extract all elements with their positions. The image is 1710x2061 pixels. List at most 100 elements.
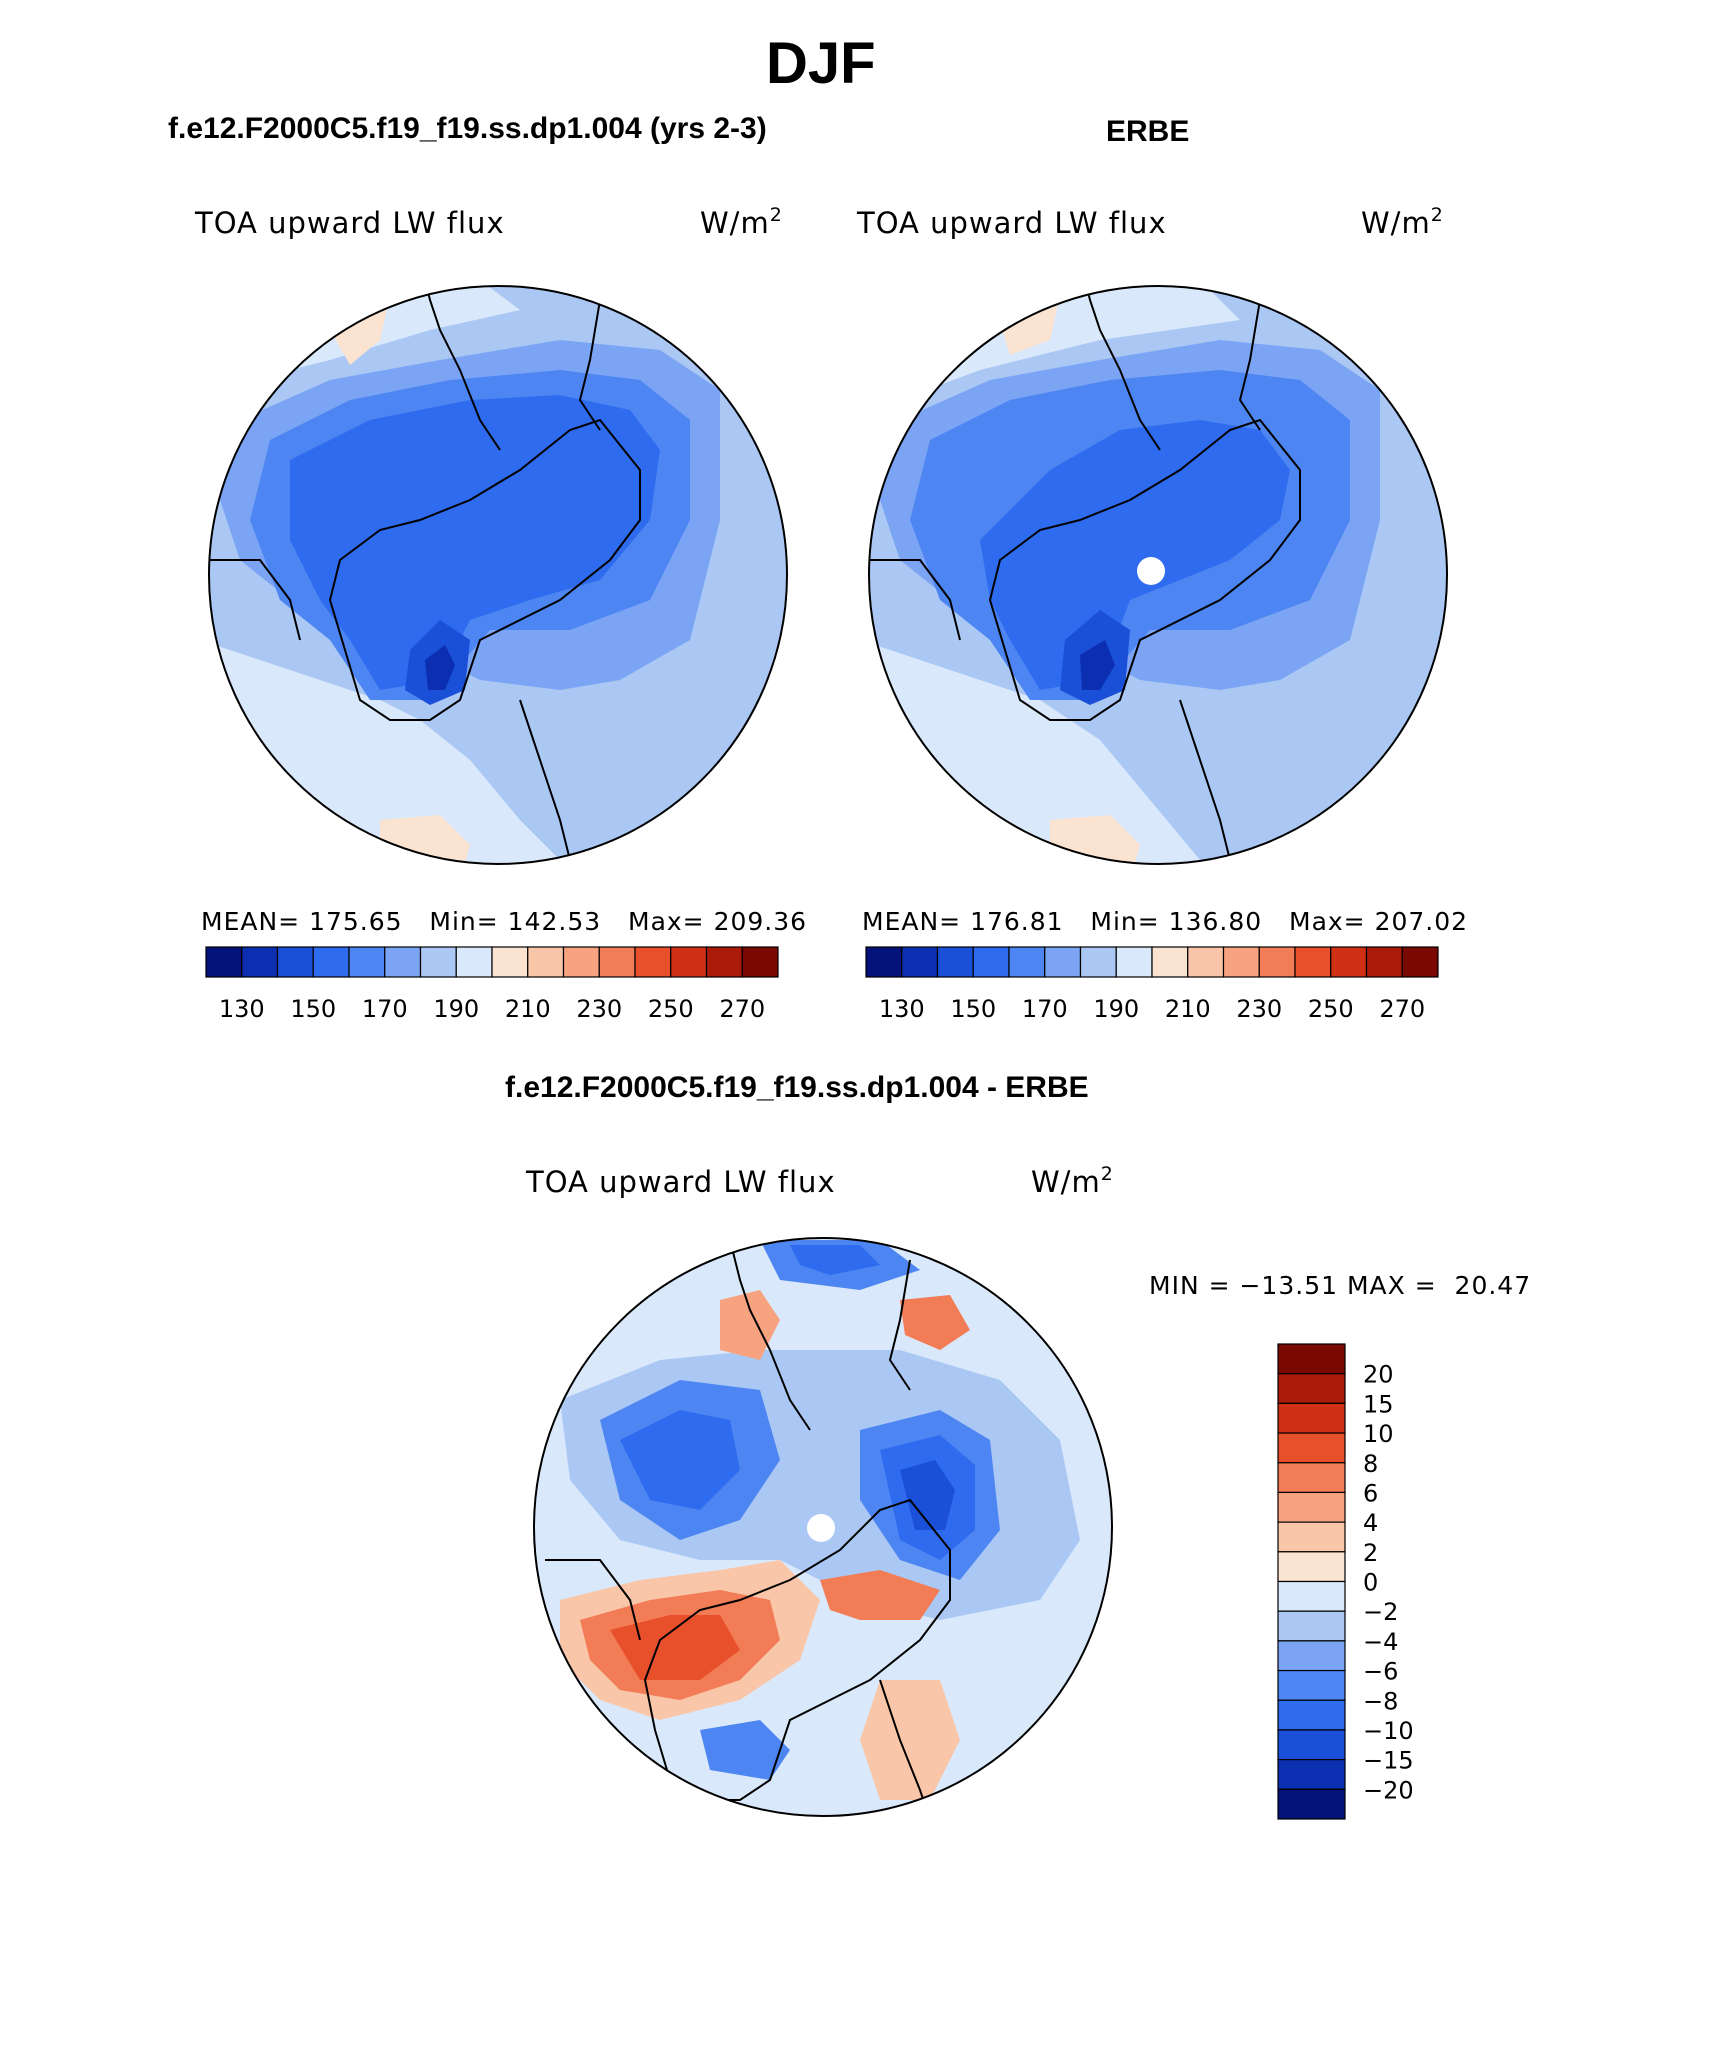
min-label: Min=: [429, 907, 499, 936]
units-text: W/m: [1031, 1165, 1101, 1199]
coastline: [545, 1559, 641, 1641]
colorbar-tick-label: 190: [433, 995, 479, 1023]
colorbar-swatch: [1277, 1432, 1346, 1464]
contour-region: [700, 1720, 790, 1780]
colorbar-swatch: [1365, 946, 1403, 978]
obs-stats: MEAN= 176.81 Min= 136.80 Max= 207.02: [862, 907, 1468, 936]
colorbar-tick-label: 150: [950, 995, 996, 1023]
colorbar-swatch: [1277, 1580, 1346, 1612]
contour-region: [900, 1460, 955, 1530]
mean-label: MEAN=: [201, 907, 301, 936]
colorbar-swatch: [241, 946, 279, 978]
obs-field-label: TOA upward LW flux: [857, 206, 1167, 240]
coastline: [988, 418, 1301, 721]
colorbar-swatch: [419, 946, 457, 978]
max-label: Max=: [628, 907, 705, 936]
obs-units-label: W/m2: [1361, 204, 1444, 240]
colorbar-tick-label: 270: [1379, 995, 1425, 1023]
mean-value: 175.65: [309, 907, 403, 936]
colorbar-tick-label: −6: [1363, 1658, 1398, 1686]
colorbar-swatch: [1277, 1462, 1346, 1494]
colorbar-swatch: [1277, 1343, 1346, 1375]
colorbar-tick-label: 210: [505, 995, 551, 1023]
colorbar-swatch: [1044, 946, 1082, 978]
colorbar-swatch: [455, 946, 493, 978]
colorbar-swatch: [901, 946, 939, 978]
units-text: W/m: [700, 206, 770, 240]
map-boundary: [533, 1237, 1113, 1817]
colorbar-swatch: [1277, 1373, 1346, 1404]
colorbar-swatch: [598, 946, 636, 978]
colorbar-tick-label: 4: [1363, 1509, 1378, 1537]
colorbar-swatch: [705, 946, 743, 978]
colorbar-tick-label: 8: [1363, 1450, 1378, 1478]
colorbar-tick-label: 170: [362, 995, 408, 1023]
model-units-label: W/m2: [700, 204, 783, 240]
colorbar-swatch: [491, 946, 529, 978]
left-plot-subtitle: f.e12.F2000C5.f19_f19.ss.dp1.004 (yrs 2-…: [168, 112, 767, 145]
colorbar-tick-label: −2: [1363, 1598, 1398, 1626]
colorbar-swatch: [384, 946, 422, 978]
colorbar-tick-label: 210: [1165, 995, 1211, 1023]
coastline: [210, 559, 301, 641]
page-title: DJF: [766, 31, 876, 96]
diff-map: [534, 1238, 1112, 1816]
coastline: [578, 299, 601, 431]
max-value: 207.02: [1374, 907, 1469, 936]
colorbar-swatch: [1277, 1402, 1346, 1434]
coastline: [729, 1239, 811, 1431]
contour-region: [610, 1615, 740, 1680]
model-stats: MEAN= 175.65 Min= 142.53 Max= 209.36: [201, 907, 807, 936]
colorbar-swatch: [936, 946, 974, 978]
colorbar-swatch: [1008, 946, 1046, 978]
model-map: [209, 286, 787, 864]
colorbar-swatch: [1151, 946, 1189, 978]
model-field-label: TOA upward LW flux: [195, 206, 505, 240]
colorbar-swatch: [1330, 946, 1368, 978]
colorbar-tick-label: 230: [576, 995, 622, 1023]
colorbar-swatch: [1277, 1610, 1346, 1642]
mean-label: MEAN=: [862, 907, 962, 936]
coastline: [870, 559, 961, 641]
colorbar-swatch: [1277, 1491, 1346, 1523]
colorbar-swatch: [1187, 946, 1225, 978]
colorbar-tick-label: 170: [1022, 995, 1068, 1023]
contour-region: [425, 645, 455, 690]
coastline: [1238, 299, 1261, 431]
colorbar-swatch: [741, 946, 779, 978]
units-exponent: 2: [1430, 204, 1444, 226]
units-text: W/m: [1361, 206, 1431, 240]
contour-region: [790, 1245, 880, 1275]
coastline: [328, 418, 641, 721]
colorbar-swatch: [670, 946, 708, 978]
coastline: [1179, 699, 1231, 861]
colorbar-swatch: [1079, 946, 1117, 978]
colorbar-swatch: [1277, 1640, 1346, 1672]
colorbar-tick-label: 230: [1236, 995, 1282, 1023]
right-plot-subtitle: ERBE: [1106, 115, 1190, 148]
colorbar-tick-label: 0: [1363, 1569, 1378, 1597]
colorbar-swatch: [1401, 946, 1439, 978]
max-value: 209.36: [713, 907, 808, 936]
colorbar-swatch: [972, 946, 1010, 978]
min-value: 142.53: [507, 907, 602, 936]
contour-region: [860, 1680, 960, 1800]
max-label: Max=: [1289, 907, 1366, 936]
colorbar-tick-label: −4: [1363, 1628, 1398, 1656]
mean-value: 176.81: [970, 907, 1064, 936]
colorbar-tick-label: 190: [1093, 995, 1139, 1023]
contour-region: [980, 420, 1290, 690]
obs-colorbar: 130 150 170 190 210 230 250 270: [865, 946, 1439, 1023]
colorbar-tick-label: −20: [1363, 1776, 1414, 1804]
colorbar-tick-label: 130: [879, 995, 925, 1023]
colorbar-swatch: [312, 946, 350, 978]
colorbar-tick-label: 15: [1363, 1390, 1394, 1418]
missing-data-pole: [807, 1514, 835, 1542]
difference-plot-subtitle: f.e12.F2000C5.f19_f19.ss.dp1.004 - ERBE: [505, 1071, 1089, 1104]
min-value: 136.80: [1168, 907, 1263, 936]
colorbar-swatch: [1294, 946, 1332, 978]
colorbar-tick-label: 250: [648, 995, 694, 1023]
colorbar-swatch: [527, 946, 565, 978]
colorbar-swatch: [562, 946, 600, 978]
